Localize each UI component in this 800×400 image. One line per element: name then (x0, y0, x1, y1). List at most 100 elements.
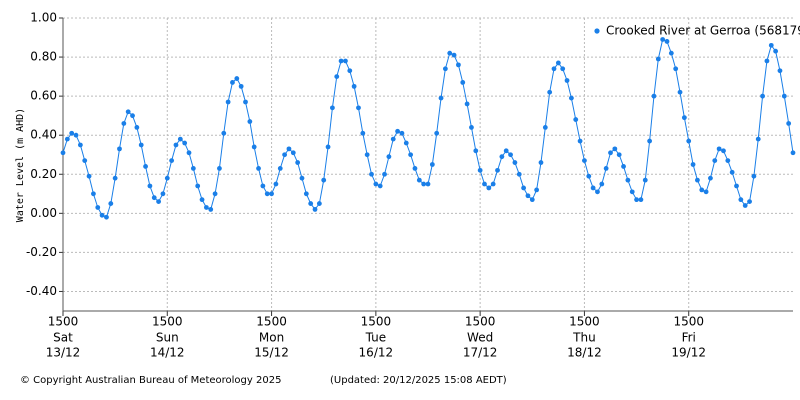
data-point (217, 166, 222, 171)
x-tick-label: 1500 (48, 315, 79, 329)
data-point (312, 207, 318, 212)
data-point (721, 148, 726, 154)
data-point (790, 150, 796, 156)
data-point (64, 136, 70, 142)
data-point (699, 187, 705, 193)
y-axis-label: Water Level (m AHD) (15, 108, 26, 222)
data-point (708, 175, 713, 181)
data-point (86, 173, 92, 179)
data-point (117, 146, 122, 152)
data-point (616, 152, 622, 158)
data-point (712, 158, 718, 163)
data-point (786, 121, 792, 126)
data-point (573, 117, 579, 122)
data-point (681, 115, 687, 121)
x-tick-day: Mon (259, 331, 284, 345)
data-point (121, 121, 127, 126)
data-point (486, 185, 492, 191)
data-point (451, 52, 457, 58)
data-point (112, 175, 118, 181)
y-tick-label: 0.60 (30, 89, 57, 103)
data-point (273, 181, 279, 187)
data-point (403, 140, 409, 146)
data-point (760, 93, 765, 99)
x-tick-day: Tue (365, 331, 387, 345)
data-point (338, 58, 344, 64)
data-point (69, 130, 75, 136)
data-point (234, 76, 240, 81)
x-tick-label: 1500 (569, 315, 600, 329)
x-tick-label: 1500 (465, 315, 496, 329)
updated: (Updated: 20/12/2025 15:08 AEDT) (330, 375, 507, 386)
data-point (164, 175, 170, 181)
data-point (238, 83, 244, 89)
series-line (62, 38, 794, 218)
data-point (60, 150, 66, 156)
data-point (277, 166, 283, 171)
data-point (482, 181, 487, 187)
data-point (260, 183, 266, 189)
data-point (203, 205, 209, 210)
data-point (734, 183, 739, 189)
data-point (729, 169, 735, 175)
x-tick-day: Sat (53, 331, 73, 345)
data-point (564, 78, 570, 83)
data-point (764, 58, 770, 64)
data-point (364, 152, 370, 158)
data-point (686, 138, 692, 144)
data-point (595, 189, 600, 195)
data-point (425, 181, 431, 187)
data-point (82, 158, 88, 163)
data-point (369, 171, 374, 177)
data-point (612, 146, 618, 152)
legend-marker (594, 28, 600, 34)
data-point (264, 191, 270, 197)
data-point (91, 191, 96, 197)
data-point (299, 175, 305, 181)
data-point (303, 191, 309, 197)
data-point (703, 189, 709, 195)
data-point (386, 154, 392, 160)
data-point (673, 66, 679, 72)
data-point (608, 150, 613, 156)
y-tick-label: 0.40 (30, 128, 57, 142)
data-point (225, 99, 231, 105)
data-point (243, 99, 248, 105)
data-point (199, 197, 205, 203)
data-point (408, 152, 414, 158)
data-point (434, 130, 440, 136)
data-point (477, 167, 483, 173)
y-tick-label: -0.20 (26, 245, 57, 259)
y-tick-label: -0.40 (26, 284, 57, 298)
data-point (651, 93, 657, 99)
data-point (108, 201, 114, 206)
copyright: © Copyright Australian Bureau of Meteoro… (20, 375, 281, 386)
legend-label: Crooked River at Gerroa (568179) (606, 24, 800, 38)
data-point (542, 124, 548, 130)
data-point (473, 148, 479, 154)
x-tick-date: 15/12 (254, 346, 289, 360)
data-point (395, 128, 400, 134)
data-point (582, 158, 587, 163)
data-point (195, 183, 201, 189)
x-tick-date: 17/12 (463, 346, 498, 360)
y-tick-label: 0.00 (30, 206, 57, 220)
data-point (208, 207, 214, 212)
data-point (334, 74, 340, 79)
y-tick-label: 0.80 (30, 50, 57, 64)
data-point (529, 197, 535, 203)
data-point (347, 68, 353, 74)
data-point (647, 138, 653, 144)
x-tick-date: 19/12 (671, 346, 706, 360)
data-point (256, 166, 261, 171)
data-point (742, 203, 748, 208)
data-point (599, 181, 605, 187)
data-point (438, 95, 444, 101)
data-point (290, 150, 296, 156)
data-point (642, 177, 648, 183)
data-point (316, 201, 322, 206)
data-point (343, 58, 348, 64)
data-point (99, 212, 105, 218)
data-point (738, 197, 744, 203)
data-point (768, 42, 774, 48)
